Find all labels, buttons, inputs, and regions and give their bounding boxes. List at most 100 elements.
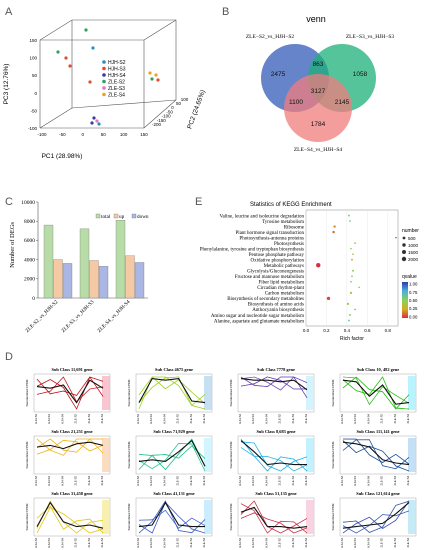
cluster-panel: Sub Class 21,251 gene Standardized FPKM HJ… [25,429,111,486]
degs-legend-label: up [119,214,125,220]
pca-y-tick: -50 [166,109,173,114]
cluster-mean-line [240,440,307,466]
cluster-x-tick-label: HJH-S2 [238,476,242,486]
cluster-panel: Sub Class 11,691 gene Standardized FPKM HJ… [25,367,111,424]
cluster-x-tick-label: HJH-S2 [34,414,38,424]
cluster-gene-line [240,376,308,391]
cluster-title: Sub Class 7778 gene [257,367,295,372]
venn-circle-s4 [284,74,352,142]
cluster-y-axis-label: Standardized FPKM [331,441,335,468]
kegg-pathway-label: Glycolysis/Gluconeogenesis [247,270,304,275]
kegg-pathway-label: Amino sugar and nucleotide sugar metabol… [211,314,304,319]
cluster-x-tick-label: ZLE-S2 [176,414,180,424]
cluster-x-tick-label: HJH-S2 [136,414,140,424]
pca-z-ticks: 150 100 50 0 -50 -100 [28,38,38,131]
cluster-title: Sub Class 8,683 gene [256,429,295,434]
cluster-x-tick-label: ZLE-S2 [176,538,180,548]
pca-point [90,121,94,125]
degs-y-tick-label: 2000 [24,277,35,283]
kegg-grid [305,210,388,326]
pca-z-tick: -50 [30,108,37,113]
pca-y-axis-label: PC2 (24.65%) [186,89,207,130]
degs-legend: total up down [95,213,149,220]
cluster-title: Sub Class 10, 482 gene [357,367,399,372]
degs-bar-down [62,263,73,299]
pca-z-tick: -100 [28,126,38,131]
kegg-point [316,263,321,268]
cluster-shade [102,500,110,534]
kegg-point [350,280,352,283]
cluster-panel: Sub Class 51,135 gene Standardized FPKM HJ… [229,491,315,548]
venn-count-only-s2: 2475 [271,71,286,78]
pca-point [64,56,68,60]
cluster-shade [102,438,110,472]
cluster-x-tick-label: ZLE-S2 [74,476,78,486]
cluster-x-tick-label: HJH-S3 [353,414,357,424]
kegg-size-legend-dot [402,236,406,240]
kegg-size-legend-label: 500 [408,236,416,241]
kegg-pathway-label: Tyrosine metabolism [262,220,304,225]
panel-b-letter: B [222,6,229,18]
degs-x-tick-label: ZLE-S2_vs_HJH-S2 [25,299,60,334]
pca-x-tick: 150 [140,132,148,137]
cluster-x-tick-label: ZLE-S2 [380,476,384,486]
cluster-x-tick-label: ZLE-S4 [202,538,206,548]
cluster-title: Sub Class 121,614 gene [356,491,399,496]
degs-bar-up [125,255,135,299]
cluster-title: Sub Class 71,929 gene [153,429,194,434]
cluster-title: Sub Class 41,131 gene [153,491,194,496]
panel-a-letter: A [5,6,13,18]
degs-bar-up [89,260,99,299]
degs-y-ticks: 0 2000 4000 6000 8000 10000 [21,200,38,302]
kegg-point [348,313,351,316]
cluster-gene-line [342,510,410,534]
cluster-x-tick-label: ZLE-S3 [291,414,295,424]
degs-bars [43,220,145,299]
pca-x-tick: 50 [101,132,107,137]
cluster-x-tick-label: ZLE-S4 [100,414,104,424]
cluster-x-tick-label: ZLE-S2 [278,538,282,548]
cluster-x-tick-label: ZLE-S3 [189,476,193,486]
pca-legend-label: HJH-S4 [108,73,126,79]
pca-legend-label: ZLE-S2 [108,79,125,85]
cluster-panel: Sub Class 8,683 gene Standardized FPKM HJH… [229,429,315,486]
kegg-pathway-label: Circadian rhythm-plant [257,286,304,291]
cluster-x-tick-label: ZLE-S4 [406,476,410,486]
cluster-y-axis-label: Standardized FPKM [127,503,131,530]
pca-point [68,64,72,68]
cluster-x-tick-label: HJH-S3 [47,538,51,548]
pca-x-ticks: -100 -50 0 50 100 150 [37,132,148,137]
pca-z-axis-label: PC3 (12.76%) [3,64,10,105]
pca-z-tick: 100 [29,56,37,61]
degs-legend-swatch [113,213,119,219]
cluster-x-tick-label: ZLE-S2 [74,414,78,424]
kegg-point [332,230,335,234]
kegg-point [351,275,353,278]
kegg-point [346,302,350,306]
pca-x-tick: 100 [120,132,128,137]
cluster-mean-line [138,378,206,404]
degs-x-tick-label: ZLE-S3_vs_HJH-S3 [61,299,96,334]
pca-legend-label: ZLE-S3 [108,86,125,92]
cluster-shade [408,438,416,472]
cluster-x-tick-label: HJH-S4 [366,414,370,424]
pca-point [84,28,88,32]
cluster-gene-line [240,441,308,472]
cluster-x-tick-label: ZLE-S4 [202,476,206,486]
cluster-x-tick-label: HJH-S2 [238,538,242,548]
panel-e: E Statistics of KEGG Enrichment Valine, … [195,196,419,342]
cluster-shade [306,438,314,472]
cluster-x-tick-label: HJH-S4 [162,414,166,424]
cluster-gene-line [36,506,104,534]
kegg-color-legend-label: 0.75 [409,290,418,295]
pca-x-axis-label: PC1 (28.98%) [42,153,83,160]
cluster-x-tick-label: HJH-S3 [353,538,357,548]
cluster-y-axis-label: Standardized FPKM [25,441,29,468]
cluster-x-tick-label: ZLE-S3 [87,414,91,424]
degs-bar-total [43,224,54,299]
cluster-gene-line [138,376,206,410]
cluster-x-tick-label: ZLE-S3 [87,476,91,486]
kegg-pathway-label: Phenylalanine, tyrosine and tryptophan b… [200,247,304,252]
degs-bar-up [53,259,63,299]
